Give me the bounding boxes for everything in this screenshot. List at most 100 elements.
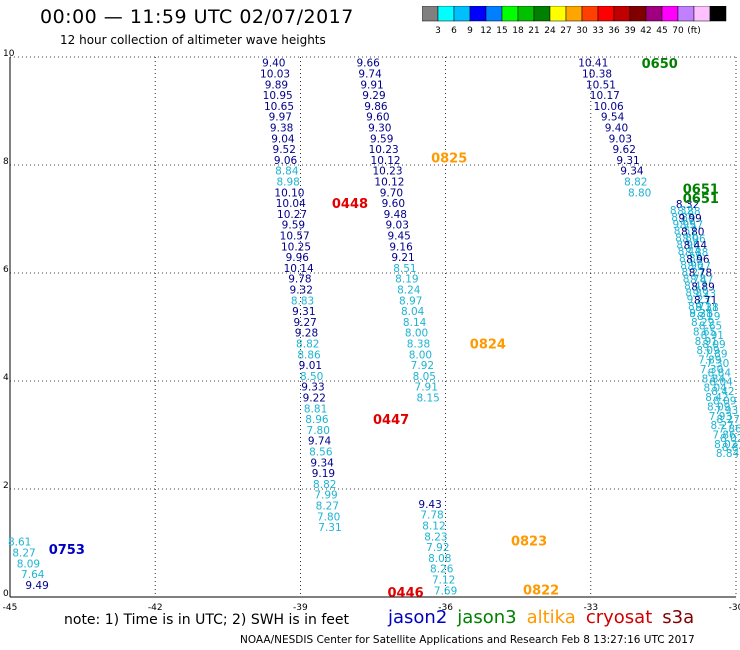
wave-height-value: 9.34 [620,166,644,178]
wave-height-value: 9.60 [366,112,389,124]
wave-height-value: 7.99 [314,490,337,502]
wave-height-value: 9.16 [389,241,413,253]
wave-height-value: 8.04 [703,383,727,395]
wave-height-value: 8.97 [399,295,422,307]
wave-height-value: 7.92 [426,542,449,554]
wave-height-value: 8.88 [679,253,702,265]
wave-height-value: 8.80 [628,187,651,199]
color-scale-label: 70 [672,26,684,36]
wave-height-value: 8.88 [677,206,700,218]
wave-height-value: 9.21 [695,302,718,314]
pass-time-label: 0825 [431,151,467,166]
y-tick-label: 8 [3,157,9,167]
wave-height-value: 9.28 [295,328,318,340]
wave-height-value: 10.14 [284,263,314,275]
x-tick-label: -39 [293,603,308,613]
wave-height-value: 8.61 [8,537,31,549]
wave-height-value: 8.91 [701,330,724,342]
wave-height-value: 8.57 [680,220,703,232]
wave-height-value: 8.78 [683,274,706,286]
wave-height-value: 9.48 [384,209,407,221]
x-tick-label: -33 [583,603,598,613]
wave-height-value: 9.03 [609,133,632,145]
wave-height-value: 8.09 [707,401,730,413]
wave-height-value: 8.91 [695,336,718,348]
pass-time-label: 0824 [470,338,506,353]
wave-height-value: 8.84 [708,367,732,379]
chart-title: 00:00 — 11:59 UTC 02/07/2017 [40,6,354,28]
wave-height-value: 8.50 [300,371,323,383]
wave-height-value: 9.59 [282,220,305,232]
wave-height-value: 9.99 [672,219,695,231]
wave-height-value: 8.96 [686,254,710,266]
y-tick-label: 6 [3,265,9,275]
wave-height-value: 10.03 [260,69,290,81]
wave-height-value: 8.32 [670,205,693,217]
wave-height-value: 7.31 [318,522,341,534]
wave-height-value: 10.25 [281,241,311,253]
wave-height-value: 8.09 [17,558,40,570]
wave-height-value: 8.84 [275,166,299,178]
wave-height-value: 9.40 [262,58,285,70]
color-scale-label: 24 [544,26,556,36]
wave-height-value: 7.12 [432,575,455,587]
wave-height-value: 8.05 [413,371,436,383]
wave-height-value: 8.57 [674,226,697,238]
wave-height-value: 10.23 [372,166,402,178]
wave-height-value: 9.99 [678,213,701,225]
x-tick-label: -30 [729,603,740,613]
wave-height-value: 8.09 [713,395,736,407]
y-tick-label: 0 [3,589,9,599]
wave-height-value: 8.02 [714,439,737,451]
wave-height-value: 8.98 [276,177,299,189]
wave-height-value: 9.23 [687,294,710,306]
wave-height-value: 8.24 [397,285,421,297]
x-tick-label: -42 [148,603,163,613]
wave-height-value: 8.42 [705,392,728,404]
wave-height-value: 10.95 [263,90,293,102]
x-tick-label: -45 [3,603,18,613]
color-scale-label: 18 [512,26,524,36]
wave-height-value: 7.86 [712,429,736,441]
wave-height-value: 9.21 [689,308,712,320]
wave-height-value: 9.33 [301,382,324,394]
wave-height-value: 9.04 [271,133,295,145]
wave-height-value: 9.38 [270,123,293,135]
wave-height-value: 8.19 [395,274,418,286]
color-scale-label: 12 [480,26,491,36]
wave-height-value: 8.84 [702,373,726,385]
satellite-legend: jason2 jason3 altika cryosat s3a [388,607,704,628]
wave-height-value: 8.38 [695,302,718,314]
wave-height-value: 8.71 [688,301,711,313]
legend-entry-jason2: jason2 [388,607,448,628]
wave-height-value: 8.27 [12,548,35,560]
wave-height-value: 8.56 [309,447,333,459]
wave-height-value: 9.91 [360,79,383,91]
wave-height-value: 8.88 [671,212,694,224]
color-scale-legend: 3 6 9 12 15 18 21 24 27 30 33 36 39 42 45 70 (ft) [422,6,727,36]
wave-height-value: 10.10 [274,187,304,199]
y-tick-label: 2 [3,481,9,491]
wave-height-value: 9.52 [273,144,296,156]
pass-time-label: 0822 [523,583,559,598]
wave-height-value: 9.54 [601,112,625,124]
wave-height-value: 10.27 [277,209,307,221]
footer-credit: NOAA/NESDIS Center for Satellite Applica… [240,634,695,646]
wave-height-value: 8.32 [676,199,699,211]
wave-height-value: 8.65 [699,321,722,333]
wave-height-value: 8.26 [430,564,454,576]
wave-height-value: 9.29 [362,90,385,102]
wave-height-value: 9.32 [290,285,313,297]
wave-height-value: 9.03 [386,220,409,232]
legend-entry-cryosat: cryosat [585,607,653,628]
wave-height-value: 9.74 [308,436,332,448]
wave-height-value: 8.96 [680,260,704,272]
wave-height-value: 8.08 [428,553,451,565]
wave-height-value: 9.70 [380,187,403,199]
wave-height-value: 10.04 [276,198,306,210]
wave-height-value: 8.84 [716,448,740,460]
legend-entry-s3a: s3a [662,607,695,628]
pass-time-label: 0448 [332,197,368,212]
wave-height-value: 9.27 [293,317,316,329]
pass-time-label: 0447 [373,413,409,428]
